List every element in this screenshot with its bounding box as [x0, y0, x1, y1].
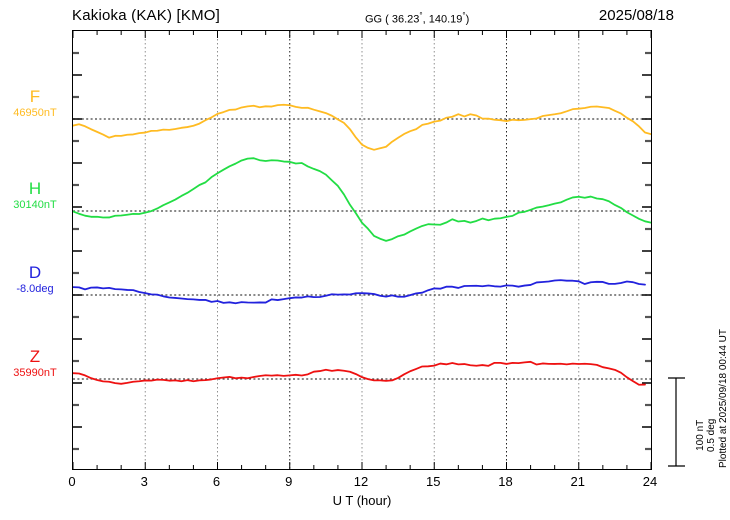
magnetogram-svg: [73, 31, 651, 469]
component-baseline-value-D: -8.0deg: [16, 283, 54, 295]
x-tick-label-9: 9: [285, 474, 293, 489]
x-tick-label-6: 6: [212, 474, 221, 489]
component-label-Z: Z 35990nT: [0, 348, 70, 380]
trace-F: [73, 103, 651, 151]
x-tick-label-21: 21: [570, 474, 585, 489]
x-tick-label-18: 18: [498, 474, 513, 489]
data-traces-layer: [73, 103, 651, 386]
x-axis-label: U T (hour): [332, 493, 392, 508]
component-symbol-F: F: [29, 87, 41, 106]
component-baseline-value-Z: 35990nT: [13, 367, 57, 379]
degree-symbol-lat: °: [419, 11, 423, 20]
magnetogram-plot-area: [72, 30, 652, 470]
gridlines-layer: [144, 31, 580, 469]
axis-ticks-layer: [73, 31, 651, 469]
station-title: Kakioka (KAK) [KMO]: [72, 7, 221, 24]
component-baseline-value-H: 30140nT: [13, 199, 57, 211]
component-label-F: F 46950nT: [0, 88, 70, 120]
plotted-at-timestamp: Plotted at 2025/09/18 00:44 UT: [718, 329, 729, 468]
component-label-D: D -8.0deg: [0, 264, 70, 296]
trace-H: [73, 157, 651, 242]
x-tick-label-0: 0: [68, 474, 76, 489]
component-symbol-H: H: [28, 179, 42, 198]
degree-symbol-lon: °: [462, 11, 466, 20]
x-tick-label-12: 12: [353, 474, 369, 489]
x-tick-label-15: 15: [426, 474, 441, 489]
x-tick-label-3: 3: [140, 474, 148, 489]
trace-D: [73, 279, 646, 305]
geographic-coordinates: GG ( 36.23°, 140.19°): [365, 11, 469, 26]
trace-Z: [73, 360, 646, 386]
scale-bar-nt: 100 nT: [695, 419, 706, 451]
component-baseline-value-F: 46950nT: [13, 107, 57, 119]
coords-lat-prefix: GG ( 36.23: [365, 13, 420, 26]
coords-suffix: ): [465, 13, 470, 26]
component-symbol-Z: Z: [29, 347, 41, 366]
observation-date: 2025/08/18: [598, 7, 674, 24]
scale-bar-deg: 0.5 deg: [706, 418, 717, 452]
coords-lon-mid: , 140.19: [422, 13, 463, 26]
component-symbol-D: D: [28, 263, 42, 282]
x-tick-label-24: 24: [642, 474, 658, 489]
chart-header: Kakioka (KAK) [KMO] GG ( 36.23°, 140.19°…: [0, 0, 730, 30]
scale-bar-label: 100 nT 0.5 deg: [695, 419, 717, 452]
component-label-H: H 30140nT: [0, 180, 70, 212]
scale-bar: [668, 377, 685, 467]
